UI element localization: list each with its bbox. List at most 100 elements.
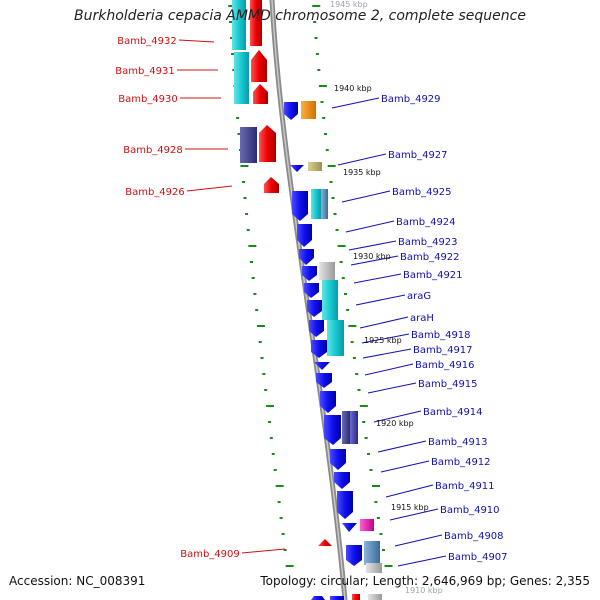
label-leader: [355, 294, 406, 306]
right-gene-label: Bamb_4923: [398, 237, 458, 248]
gene-block: [360, 519, 374, 531]
right-gene-label: Bamb_4924: [396, 217, 456, 228]
kbp-label: 1945 kbp: [330, 0, 368, 9]
right-gene-label: Bamb_4921: [403, 270, 463, 281]
kbp-label: 1940 kbp: [334, 84, 372, 93]
gene-arrow: [302, 266, 317, 281]
label-leader: [364, 363, 414, 376]
label-leader: [394, 534, 443, 547]
gene-arrow: [307, 300, 322, 317]
right-gene-labels: Bamb_4929 Bamb_4927 Bamb_4925 Bamb_4924 Bamb…: [331, 94, 508, 567]
label-leader: [373, 410, 422, 423]
kbp-labels: 1945 kbp 1940 kbp 1935 kbp 1930 kbp 1925 kbp…: [330, 0, 443, 595]
gene-arrow: [264, 177, 279, 193]
gene-arrow: [320, 391, 336, 413]
gene-block: [327, 320, 344, 356]
gene-arrow: [259, 125, 276, 162]
label-leader: [353, 273, 402, 284]
label-leader: [359, 316, 409, 329]
left-track: [232, 0, 332, 546]
right-gene-label: Bamb_4922: [400, 252, 460, 263]
label-leader: [397, 555, 447, 567]
left-gene-label: Bamb_4932: [117, 36, 177, 47]
gene-arrow: [324, 415, 341, 445]
label-leader: [241, 548, 286, 554]
right-gene-label: Bamb_4910: [440, 505, 500, 516]
gene-block: [250, 0, 262, 46]
left-gene-label: Bamb_4931: [115, 66, 175, 77]
label-leader: [380, 460, 430, 473]
label-leader: [361, 333, 410, 344]
gene-block: [330, 596, 344, 600]
label-leader: [178, 39, 215, 43]
gene-arrow: [297, 224, 312, 247]
label-leader: [186, 185, 233, 192]
right-gene-label: Bamb_4916: [415, 360, 475, 371]
gene-arrow: [346, 545, 362, 566]
gene-arrow: [342, 523, 357, 532]
gene-block: [350, 411, 358, 444]
right-gene-label: araH: [410, 313, 434, 324]
label-leader: [341, 190, 391, 203]
right-gene-label: Bamb_4925: [392, 187, 452, 198]
kbp-label: 1930 kbp: [353, 252, 391, 261]
page-title: Burkholderia cepacia AMMD chromosome 2, …: [74, 8, 526, 24]
gene-arrow: [292, 191, 308, 221]
label-leader: [348, 240, 397, 251]
gene-arrow: [304, 283, 319, 298]
gene-block: [234, 52, 249, 104]
genome-summary: Topology: circular; Length: 2,646,969 bp…: [260, 574, 590, 588]
gene-block: [240, 127, 257, 163]
label-leader: [331, 97, 380, 109]
right-gene-label: Bamb_4908: [444, 531, 504, 542]
gene-arrow: [314, 362, 330, 370]
gene-arrow: [309, 320, 324, 337]
label-leader: [385, 484, 434, 498]
gene-block: [311, 189, 321, 219]
kbp-label: 1920 kbp: [376, 419, 414, 428]
left-gene-label: Bamb_4928: [123, 145, 183, 156]
gene-arrow: [290, 165, 304, 172]
gene-block: [364, 541, 380, 565]
gene-block: [321, 189, 328, 219]
kbp-label: 1915 kbp: [391, 503, 429, 512]
right-gene-label: Bamb_4913: [428, 437, 488, 448]
kbp-label: 1925 kbp: [364, 336, 402, 345]
left-gene-label: Bamb_4930: [118, 94, 178, 105]
accession-text: Accession: NC_008391: [9, 574, 146, 588]
left-gene-labels: Bamb_4932 Bamb_4931 Bamb_4930 Bamb_4928 Bamb…: [115, 36, 286, 560]
gene-arrow: [330, 449, 346, 470]
gene-arrow: [311, 340, 327, 358]
gene-block: [342, 411, 350, 444]
label-leader: [389, 508, 439, 521]
right-gene-label: Bamb_4907: [448, 552, 508, 563]
gene-block: [352, 594, 360, 600]
gene-arrow: [299, 249, 314, 265]
gene-arrow: [311, 596, 325, 600]
label-leader: [367, 382, 417, 394]
gene-block: [322, 280, 338, 320]
gene-block: [232, 0, 246, 50]
left-gene-label: Bamb_4926: [125, 187, 185, 198]
right-gene-label: Bamb_4915: [418, 379, 478, 390]
gene-block: [368, 594, 382, 600]
gene-arrow: [284, 102, 298, 120]
label-leader: [350, 255, 399, 266]
gene-arrow: [251, 50, 267, 82]
right-gene-label: Bamb_4912: [431, 457, 491, 468]
gene-block: [308, 162, 322, 171]
gene-block: [301, 101, 316, 119]
gene-arrow: [318, 539, 332, 546]
gene-arrow: [316, 373, 332, 388]
right-gene-label: Bamb_4918: [411, 330, 471, 341]
right-track: [284, 101, 382, 600]
right-gene-label: Bamb_4917: [413, 345, 473, 356]
right-gene-label: Bamb_4927: [388, 150, 448, 161]
right-gene-label: araG: [407, 291, 431, 302]
gene-arrow: [337, 491, 353, 519]
gene-block: [366, 563, 382, 573]
label-leader: [337, 153, 387, 166]
right-gene-label: Bamb_4929: [381, 94, 441, 105]
right-gene-label: Bamb_4914: [423, 407, 483, 418]
label-leader: [345, 220, 395, 233]
